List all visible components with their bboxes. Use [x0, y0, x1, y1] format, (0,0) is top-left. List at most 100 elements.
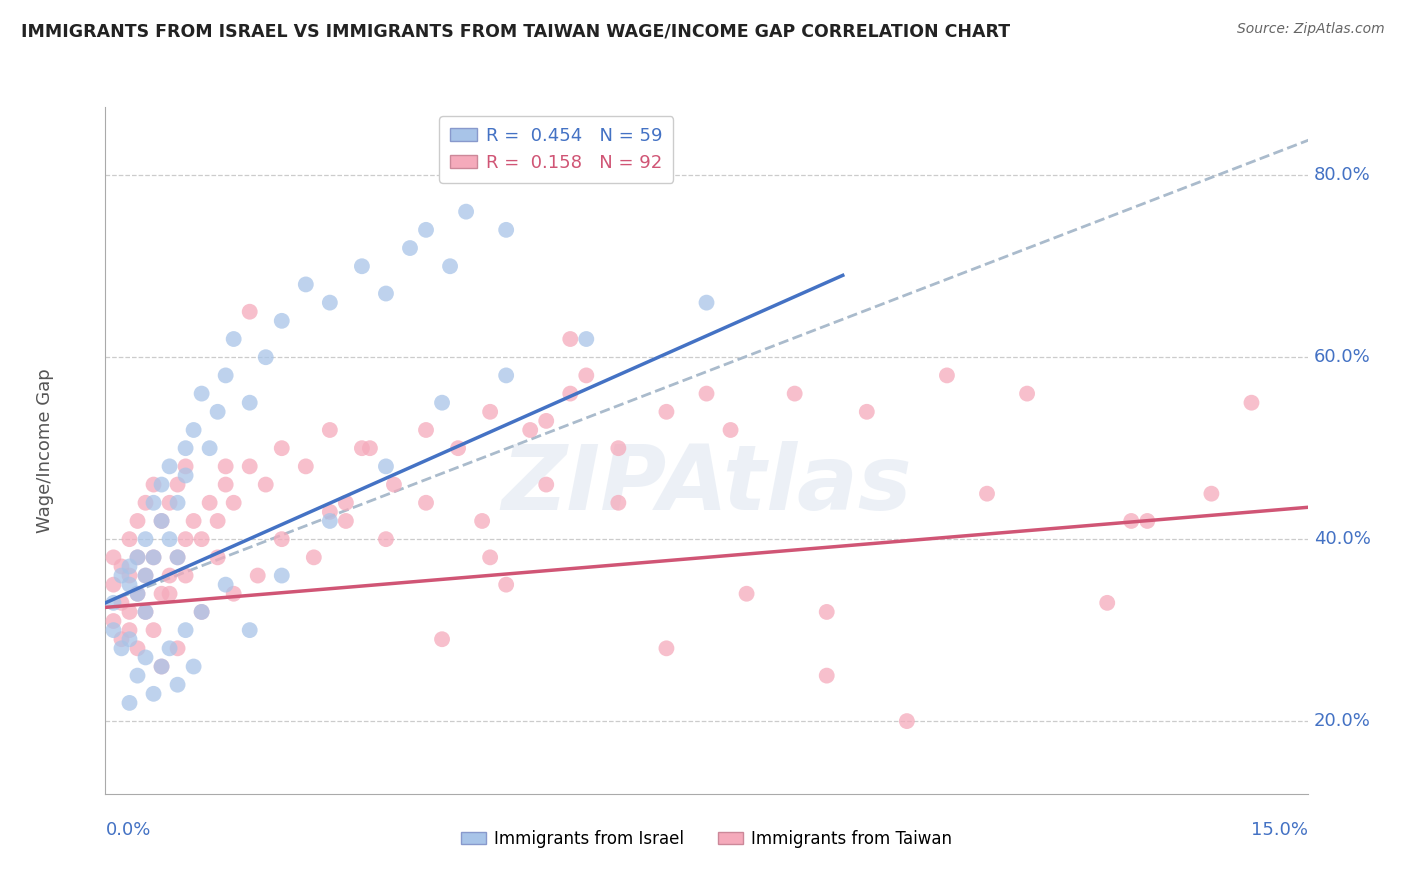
Point — [374, 459, 398, 474]
Point — [696, 386, 718, 401]
Point — [214, 477, 236, 491]
Point — [135, 650, 157, 665]
Point — [118, 605, 141, 619]
Point — [135, 605, 157, 619]
Point — [150, 514, 173, 528]
Text: 80.0%: 80.0% — [1313, 166, 1371, 185]
Point — [207, 550, 229, 565]
Point — [239, 304, 262, 318]
Point — [150, 587, 173, 601]
Point — [447, 441, 470, 455]
Point — [183, 423, 205, 437]
Point — [374, 286, 398, 301]
Point — [936, 368, 959, 383]
Text: 0.0%: 0.0% — [105, 822, 150, 839]
Point — [295, 277, 318, 292]
Point — [110, 596, 132, 610]
Point — [560, 386, 582, 401]
Point — [135, 568, 157, 582]
Point — [239, 395, 262, 409]
Point — [166, 678, 188, 692]
Point — [575, 368, 598, 383]
Point — [495, 223, 517, 237]
Point — [159, 496, 181, 510]
Point — [103, 623, 125, 637]
Point — [254, 477, 277, 491]
Point — [783, 386, 806, 401]
Point — [127, 514, 149, 528]
Point — [815, 668, 838, 682]
Point — [415, 223, 437, 237]
Point — [382, 477, 405, 491]
Point — [150, 659, 173, 673]
Point — [1097, 596, 1119, 610]
Point — [471, 514, 494, 528]
Text: 20.0%: 20.0% — [1313, 712, 1371, 731]
Point — [174, 532, 197, 546]
Point — [127, 668, 149, 682]
Point — [1121, 514, 1143, 528]
Point — [735, 587, 758, 601]
Point — [166, 477, 188, 491]
Point — [350, 441, 373, 455]
Text: Wage/Income Gap: Wage/Income Gap — [37, 368, 55, 533]
Point — [1240, 395, 1263, 409]
Point — [183, 659, 205, 673]
Point — [270, 568, 292, 582]
Point — [896, 714, 918, 728]
Point — [1136, 514, 1159, 528]
Text: 60.0%: 60.0% — [1313, 348, 1371, 367]
Text: 40.0%: 40.0% — [1313, 530, 1371, 549]
Point — [335, 496, 357, 510]
Point — [190, 605, 212, 619]
Point — [118, 559, 141, 574]
Point — [135, 605, 157, 619]
Point — [607, 441, 630, 455]
Point — [166, 550, 188, 565]
Point — [222, 587, 245, 601]
Point — [1201, 486, 1223, 500]
Point — [142, 550, 165, 565]
Point — [118, 632, 141, 647]
Point — [350, 259, 373, 273]
Point — [110, 568, 132, 582]
Point — [159, 641, 181, 656]
Point — [198, 496, 221, 510]
Point — [1017, 386, 1039, 401]
Point — [127, 550, 149, 565]
Point — [246, 568, 269, 582]
Point — [127, 550, 149, 565]
Point — [127, 641, 149, 656]
Point — [110, 632, 132, 647]
Point — [655, 641, 678, 656]
Point — [302, 550, 325, 565]
Text: 15.0%: 15.0% — [1250, 822, 1308, 839]
Point — [118, 568, 141, 582]
Point — [495, 577, 517, 591]
Point — [159, 459, 181, 474]
Point — [110, 641, 132, 656]
Point — [575, 332, 598, 346]
Point — [415, 423, 437, 437]
Point — [142, 477, 165, 491]
Point — [534, 414, 557, 428]
Point — [495, 368, 517, 383]
Point — [479, 405, 502, 419]
Point — [127, 587, 149, 601]
Point — [454, 204, 477, 219]
Point — [166, 496, 188, 510]
Point — [270, 441, 292, 455]
Point — [118, 696, 141, 710]
Text: IMMIGRANTS FROM ISRAEL VS IMMIGRANTS FROM TAIWAN WAGE/INCOME GAP CORRELATION CHA: IMMIGRANTS FROM ISRAEL VS IMMIGRANTS FRO… — [21, 22, 1011, 40]
Point — [103, 577, 125, 591]
Point — [214, 368, 236, 383]
Point — [190, 532, 212, 546]
Point — [270, 532, 292, 546]
Point — [720, 423, 742, 437]
Point — [855, 405, 877, 419]
Point — [439, 259, 461, 273]
Point — [142, 687, 165, 701]
Point — [118, 577, 141, 591]
Point — [142, 550, 165, 565]
Point — [519, 423, 541, 437]
